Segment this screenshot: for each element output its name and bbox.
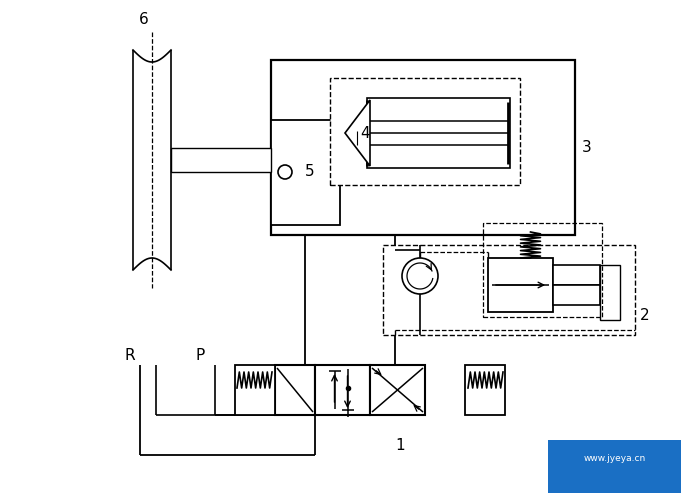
Bar [275,365,315,415]
Polygon shape [345,100,370,166]
Text: www.jyeya.cn: www.jyeya.cn [584,454,646,463]
Bar [271,60,575,235]
Bar [367,98,510,168]
Bar [171,148,271,172]
Text: P: P [195,348,204,362]
Bar [548,440,681,493]
Bar [488,258,553,312]
Text: R: R [125,348,136,362]
Text: 1: 1 [395,437,405,453]
Text: 5: 5 [305,165,315,179]
Bar [315,365,370,415]
Bar [483,223,602,317]
Bar [370,365,425,415]
Bar [271,120,340,225]
Bar [465,365,505,415]
Bar [553,265,600,285]
Bar [330,78,520,185]
Text: 4: 4 [360,126,370,141]
Bar [600,265,620,320]
Text: 6: 6 [139,12,149,28]
Bar [235,365,275,415]
Circle shape [402,258,438,294]
Text: 3: 3 [582,141,592,155]
Bar [383,245,635,335]
Bar [553,285,600,305]
Text: 2: 2 [640,308,650,322]
